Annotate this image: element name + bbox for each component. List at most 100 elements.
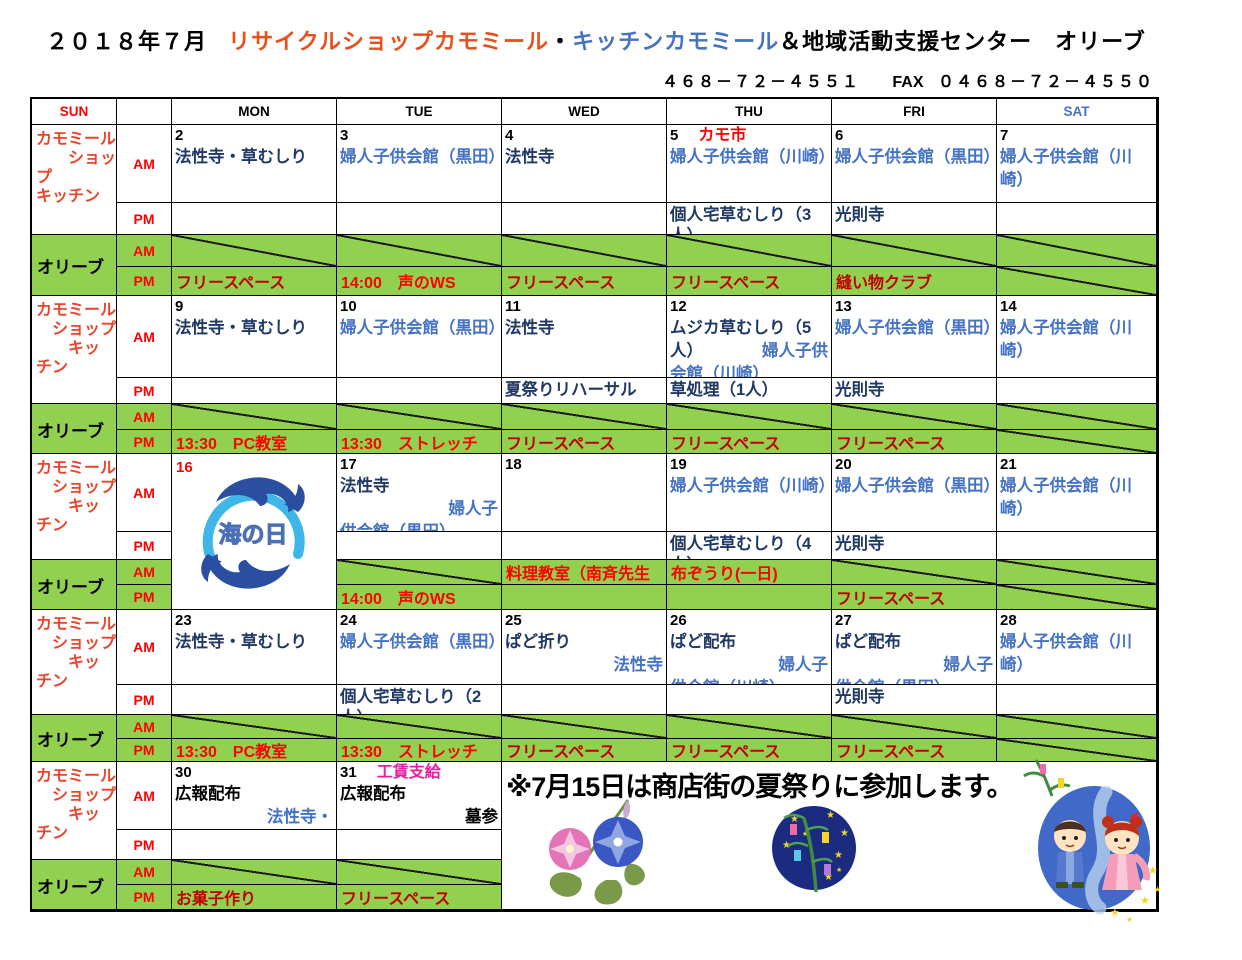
olive-pm-cell: フリースペース	[502, 267, 667, 296]
day-cell: 23 法性寺・草むしり	[172, 610, 337, 685]
title-month: ２０１８年７月	[46, 29, 208, 54]
olive-pm-cell	[997, 739, 1157, 762]
olive-am-cell	[172, 404, 337, 430]
pm-cell	[337, 532, 502, 560]
day-header-wed: WED	[502, 99, 667, 125]
day-cell: 11 法性寺	[502, 296, 667, 378]
contact-line: ４６８－７２－４５５１ FAX ０４６８－７２－４５５０	[662, 68, 1154, 92]
olive-am-cell	[337, 235, 502, 267]
day-cell: 27ぱど配布婦人子供会館（黒田）	[832, 610, 997, 685]
shop-row-label: カモミール ショップ キッ チン	[32, 296, 117, 404]
svg-text:★: ★	[824, 872, 833, 883]
day-header-fri: FRI	[832, 99, 997, 125]
svg-text:★: ★	[1126, 915, 1133, 924]
olive-pm-cell: フリースペース	[337, 885, 502, 910]
olive-am-cell	[172, 715, 337, 739]
olive-am-cell	[337, 560, 502, 585]
day-cell: 18	[502, 454, 667, 532]
star-festival-kids-image: ★ ★ ★ ★ ★	[1023, 759, 1161, 924]
pm-cell: 光則寺	[832, 685, 997, 715]
svg-text:★: ★	[1154, 885, 1161, 894]
day-cell: 17 法性寺 婦人子 供会館（黒田）	[337, 454, 502, 532]
title-center: ＆地域活動支援センター オリーブ	[779, 29, 1146, 54]
day-header-mon: MON	[172, 99, 337, 125]
pm-cell	[172, 830, 337, 860]
day-cell: 25 ぱど折り 法性寺	[502, 610, 667, 685]
olive-am-cell	[667, 715, 832, 739]
day-cell: 21 婦人子供会館（川崎）	[997, 454, 1157, 532]
day-header-blank	[117, 99, 172, 125]
pm-cell	[997, 378, 1157, 404]
svg-text:★: ★	[834, 850, 843, 861]
olive-row-label: オリーブ	[32, 560, 117, 610]
day-cell: 28 婦人子供会館（川崎）	[997, 610, 1157, 685]
notice-text: ※7月15日は商店街の夏祭りに参加します。	[506, 772, 1014, 802]
olive-am-cell	[997, 715, 1157, 739]
olive-pm-cell: フリースペース	[667, 739, 832, 762]
marine-day-image: 海の日	[201, 477, 305, 589]
olive-am-cell	[337, 860, 502, 885]
pm-label: PM	[117, 378, 172, 404]
pm-cell	[502, 532, 667, 560]
olive-pm-label: PM	[117, 885, 172, 910]
pm-cell	[502, 203, 667, 235]
olive-pm-label: PM	[117, 585, 172, 610]
svg-text:★: ★	[1140, 895, 1150, 907]
olive-pm-cell	[997, 430, 1157, 454]
day-cell: 4 法性寺	[502, 125, 667, 203]
day-cell: 13 婦人子供会館（黒田）	[832, 296, 997, 378]
olive-am-label: AM	[117, 404, 172, 430]
svg-text:海の日: 海の日	[219, 521, 288, 547]
olive-pm-label: PM	[117, 430, 172, 454]
day-cell: 7 婦人子供会館（川崎）	[997, 125, 1157, 203]
calendar-grid: SUN MON TUE WED THU FRI SAT カモミール ショップキッチン オリーブ A…	[30, 97, 1161, 924]
olive-am-cell	[172, 235, 337, 267]
pm-cell	[502, 685, 667, 715]
olive-pm-cell: フリースペース	[832, 430, 997, 454]
pm-cell	[172, 378, 337, 404]
title-kitchen: キッチンカモミール	[572, 29, 780, 54]
pm-cell	[172, 203, 337, 235]
pm-cell: 光則寺	[832, 532, 997, 560]
day-cell: 5 カモ市 婦人子供会館（川崎）	[667, 125, 832, 203]
olive-row-label: オリーブ	[32, 404, 117, 454]
pm-cell: 個人宅草むしり（4人）	[667, 532, 832, 560]
shop-row-label: カモミール ショップ キッ チン	[32, 454, 117, 560]
svg-text:★: ★	[802, 830, 808, 838]
olive-am-cell	[832, 235, 997, 267]
day-cell: 3 婦人子供会館（黒田）	[337, 125, 502, 203]
olive-am-cell	[502, 235, 667, 267]
page-title: ２０１８年７月 リサイクルショップカモミール・キッチンカモミール＆地域活動支援セ…	[46, 24, 1146, 56]
day-cell: 10 婦人子供会館（黒田）	[337, 296, 502, 378]
olive-am-cell: 布ぞうり(一日)	[667, 560, 832, 585]
am-label: AM	[117, 610, 172, 685]
olive-pm-cell: 14:00 声のWS	[337, 585, 502, 610]
olive-am-label: AM	[117, 715, 172, 739]
pm-label: PM	[117, 532, 172, 560]
olive-am-cell	[997, 404, 1157, 430]
shop-row-label: カモミール ショップ キッ チン	[32, 610, 117, 715]
day-cell: 9 法性寺・草むしり	[172, 296, 337, 378]
olive-pm-cell: フリースペース	[667, 430, 832, 454]
day-cell: 2 法性寺・草むしり	[172, 125, 337, 203]
pm-cell	[997, 685, 1157, 715]
olive-am-cell	[832, 715, 997, 739]
olive-am-cell	[667, 235, 832, 267]
pm-cell: 光則寺	[832, 378, 997, 404]
pm-cell: 光則寺	[832, 203, 997, 235]
day-cell: 24 婦人子供会館（黒田）	[337, 610, 502, 685]
pm-label: PM	[117, 685, 172, 715]
pm-cell	[997, 532, 1157, 560]
olive-am-cell	[997, 560, 1157, 585]
olive-am-label: AM	[117, 235, 172, 267]
morning-glory-image	[549, 799, 645, 905]
svg-text:★: ★	[826, 810, 835, 821]
fax-label: FAX	[892, 74, 924, 91]
olive-am-cell	[832, 560, 997, 585]
day-cell: 12 ムジカ草むしり（5 人） 婦人子供 会館（川崎）	[667, 296, 832, 378]
olive-pm-cell	[667, 585, 832, 610]
pm-cell: 個人宅草むしり（2人）	[337, 685, 502, 715]
pm-cell: 個人宅草むしり（3人）	[667, 203, 832, 235]
day-cell: 30 広報配布 法性寺・	[172, 762, 337, 830]
day-cell: 14 婦人子供会館（川崎）	[997, 296, 1157, 378]
